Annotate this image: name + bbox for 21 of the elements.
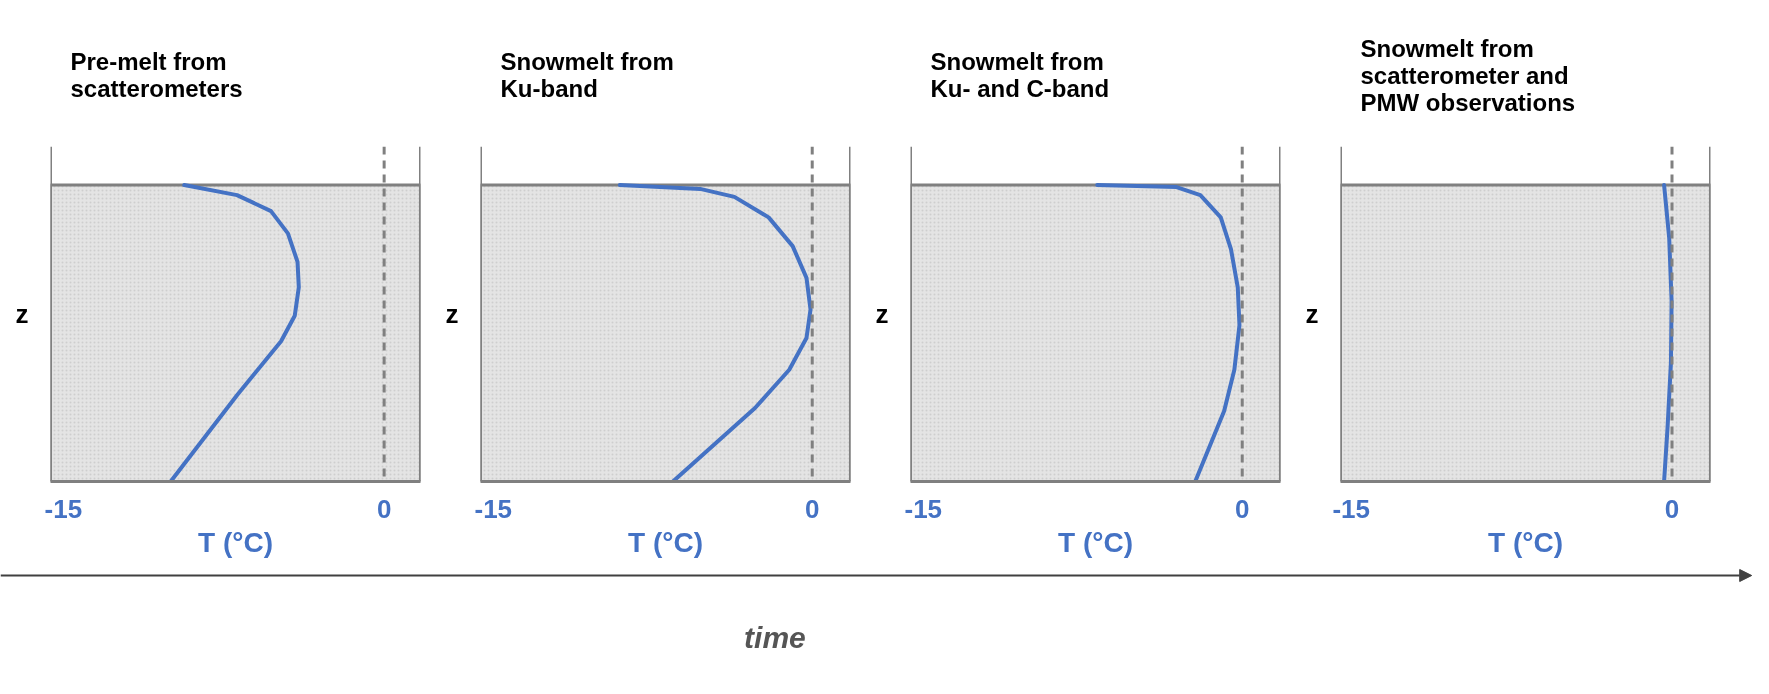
x-tick-label: 0	[376, 493, 392, 524]
x-axis-title: T (°C)	[1488, 526, 1563, 558]
y-axis-title: z	[1305, 299, 1319, 329]
x-tick-label: -15	[904, 493, 943, 524]
x-axis-title: T (°C)	[628, 526, 703, 558]
x-tick-label: 0	[804, 493, 820, 524]
chart-title: Snowmelt from scatterometer and PMW observations	[1360, 34, 1576, 116]
y-axis-title: z	[875, 299, 889, 329]
chart-title: Snowmelt from Ku-band	[500, 47, 674, 102]
x-tick-label: -15	[44, 493, 83, 524]
text: time	[744, 620, 806, 654]
chart-title: Snowmelt from Ku- and C-band	[930, 47, 1110, 102]
y-axis-title: z	[15, 299, 29, 329]
x-axis-title: T (°C)	[1058, 526, 1133, 558]
chart-title: Pre-melt from scatterometers	[70, 47, 243, 102]
x-axis-title: T (°C)	[198, 526, 273, 558]
x-tick-label: -15	[474, 493, 513, 524]
y-axis-title: z	[445, 299, 459, 329]
x-tick-label: 0	[1234, 493, 1250, 524]
x-tick-label: -15	[1332, 493, 1370, 524]
x-tick-label: 0	[1664, 493, 1680, 524]
